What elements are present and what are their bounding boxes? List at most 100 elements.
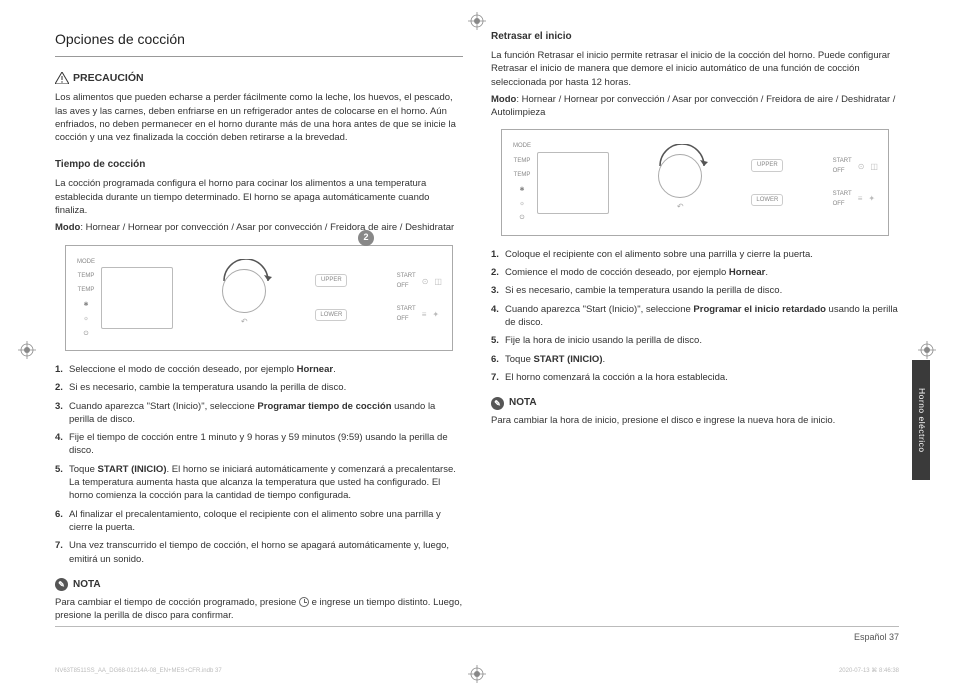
start-label-1: START	[397, 272, 416, 280]
diagram-left-group-2: MODE TEMP TEMP ✱ ☼ ⏻	[512, 142, 609, 222]
print-file: NV63T8511SS_AA_DG68-01214A-08_EN+MES+CFR…	[55, 667, 222, 675]
r-step-1: Coloque el recipiente con el alimento so…	[491, 248, 899, 261]
delay-text: La función Retrasar el inicio permite re…	[491, 49, 899, 89]
page-content: Opciones de cocción PRECAUCIÓN Los alime…	[0, 0, 954, 632]
mode-line-right: Modo: Hornear / Hornear por convección /…	[491, 93, 899, 120]
step-7: Una vez transcurrido el tiempo de cocció…	[55, 539, 463, 566]
note-label-r: NOTA	[509, 396, 537, 410]
step-2: Si es necesario, cambie la temperatura u…	[55, 381, 463, 394]
upper-label-2: UPPER	[751, 159, 783, 171]
tiny-icons-1: ⊙◫	[422, 276, 442, 287]
tiny-icons-2: ≡✦	[422, 309, 439, 320]
step-6: Al finalizar el precalentamiento, coloqu…	[55, 508, 463, 535]
lower-label: LOWER	[315, 309, 347, 321]
back-icon: ↶	[222, 316, 266, 327]
light-icon: ☼	[83, 315, 89, 323]
mode-icon-stack: MODE TEMP TEMP ✱ ☼ ⏻	[76, 258, 96, 338]
fan-icon-2: ✱	[519, 186, 524, 194]
steps-list-left: Seleccione el modo de cocción deseado, p…	[55, 363, 463, 566]
r-step-4b: Programar el inicio retardado	[693, 304, 826, 315]
step-1b: Hornear	[297, 364, 333, 375]
print-footer: NV63T8511SS_AA_DG68-01214A-08_EN+MES+CFR…	[55, 667, 899, 675]
step-3b: Programar tiempo de cocción	[257, 401, 391, 412]
cooktime-heading: Tiempo de cocción	[55, 158, 463, 172]
registration-mark-left-icon	[18, 341, 36, 359]
r-step-2a: Comience el modo de cocción deseado, por…	[505, 267, 729, 278]
lang-page: Español 37	[854, 632, 899, 642]
control-dial-2	[658, 154, 702, 198]
step-4: Fije el tiempo de cocción entre 1 minuto…	[55, 431, 463, 458]
r-step-3: Si es necesario, cambie la temperatura u…	[491, 284, 899, 297]
r-step-6b: START (INICIO)	[534, 354, 603, 365]
note-text-left: Para cambiar el tiempo de cocción progra…	[55, 596, 463, 623]
chapter-side-tab: Horno eléctrico	[912, 360, 930, 480]
note-label: NOTA	[73, 578, 101, 592]
caution-heading: PRECAUCIÓN	[55, 71, 463, 86]
step-5a: Toque	[69, 464, 98, 475]
mode-text-r: : Hornear / Hornear por convección / Asa…	[491, 94, 895, 118]
note-text-a: Para cambiar el tiempo de cocción progra…	[55, 597, 299, 608]
step-3: Cuando aparezca "Start (Inicio)", selecc…	[55, 400, 463, 427]
display-screen	[101, 267, 173, 329]
warning-triangle-icon	[55, 72, 69, 84]
r-step-4a: Cuando aparezca "Start (Inicio)", selecc…	[505, 304, 693, 315]
r-step-6: Toque START (INICIO).	[491, 353, 899, 366]
start-label-3: START	[833, 157, 852, 165]
print-date: 2020-07-13 ⌘ 8:46:38	[839, 667, 899, 675]
lower-label-2: LOWER	[751, 194, 783, 206]
right-label-group-2: UPPER LOWER	[751, 159, 783, 206]
light-icon-2: ☼	[519, 200, 525, 208]
r-step-2c: .	[765, 267, 768, 278]
step-3a: Cuando aparezca "Start (Inicio)", selecc…	[69, 401, 257, 412]
mode-icon-stack-2: MODE TEMP TEMP ✱ ☼ ⏻	[512, 142, 532, 222]
tiny-icons-4: ≡✦	[858, 193, 875, 204]
note-icon-r: ✎	[491, 397, 504, 410]
step-1a: Seleccione el modo de cocción deseado, p…	[69, 364, 297, 375]
fan-icon: ✱	[83, 301, 88, 309]
mode-label-small: MODE	[77, 258, 95, 266]
step-badge-2: 2	[358, 230, 374, 246]
r-step-2: Comience el modo de cocción deseado, por…	[491, 266, 899, 279]
clock-icon	[299, 597, 309, 607]
note-icon: ✎	[55, 578, 68, 591]
tiny-icons-3: ⊙◫	[858, 161, 878, 172]
temp-label-small: TEMP	[78, 272, 95, 280]
tempd-label-small: TEMP	[78, 286, 95, 294]
r-step-2b: Hornear	[729, 267, 765, 278]
off-label-3: OFF	[833, 167, 852, 175]
cooktime-text: La cocción programada configura el horno…	[55, 177, 463, 217]
mode-label-r: Modo	[491, 94, 516, 105]
right-column: Retrasar el inicio La función Retrasar e…	[491, 30, 899, 632]
start-off-group: START OFF ⊙◫ START OFF ≡✦	[397, 272, 442, 324]
step-5b: START (INICIO)	[98, 464, 167, 475]
steps-list-right: Coloque el recipiente con el alimento so…	[491, 248, 899, 384]
mode-label-small-2: MODE	[513, 142, 531, 150]
dial-wrap-2: ↶	[658, 154, 702, 212]
left-column: Opciones de cocción PRECAUCIÓN Los alime…	[55, 30, 463, 632]
dial-wrap: ↶	[222, 269, 266, 327]
mode-text: : Hornear / Hornear por convección / Asa…	[80, 222, 454, 233]
display-screen-2	[537, 152, 609, 214]
step-1c: .	[333, 364, 336, 375]
step-5: Toque START (INICIO). El horno se inicia…	[55, 463, 463, 503]
r-step-6a: Toque	[505, 354, 534, 365]
step-1: Seleccione el modo de cocción deseado, p…	[55, 363, 463, 376]
upper-label: UPPER	[315, 274, 347, 286]
caution-label: PRECAUCIÓN	[73, 71, 144, 86]
tempd-label-small-2: TEMP	[514, 171, 531, 179]
off-label-2: OFF	[397, 315, 416, 323]
note-text-right: Para cambiar la hora de inicio, presione…	[491, 414, 899, 427]
mode-label: Modo	[55, 222, 80, 233]
control-dial	[222, 269, 266, 313]
registration-mark-top-icon	[468, 12, 486, 30]
caution-text: Los alimentos que pueden echarse a perde…	[55, 91, 463, 144]
right-label-group: UPPER LOWER	[315, 274, 347, 321]
back-icon-2: ↶	[658, 201, 702, 212]
control-panel-diagram-1: 2 MODE TEMP TEMP ✱ ☼ ⏻ ↶ UPPER	[65, 245, 453, 351]
r-step-6c: .	[603, 354, 606, 365]
off-label-4: OFF	[833, 200, 852, 208]
delay-heading: Retrasar el inicio	[491, 30, 899, 44]
off-label-1: OFF	[397, 282, 416, 290]
start-label-2: START	[397, 305, 416, 313]
r-step-7: El horno comenzará la cocción a la hora …	[491, 371, 899, 384]
